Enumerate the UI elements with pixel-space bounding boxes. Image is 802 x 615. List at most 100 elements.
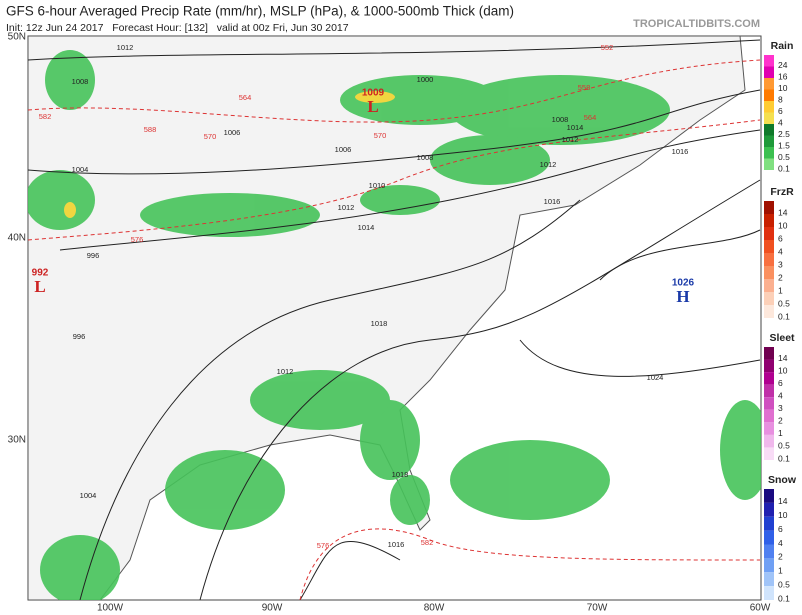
title: GFS 6-hour Averaged Precip Rate (mm/hr),… (6, 4, 514, 19)
legend-swatch (764, 266, 774, 279)
legend-label: 10 (778, 510, 788, 520)
legend-swatch (764, 347, 774, 360)
longitude-label: 90W (262, 603, 283, 614)
legend-label: 6 (778, 233, 783, 243)
legend-swatch (764, 422, 774, 435)
legend-label: 2 (778, 552, 783, 562)
subtitle: Init: 12z Jun 24 2017 Forecast Hour: [13… (6, 22, 349, 34)
map-content (28, 36, 761, 600)
legend-swatch (764, 572, 774, 587)
isobar-label: 1012 (540, 160, 557, 169)
legend-label: 0.5 (778, 579, 790, 589)
legend-swatch (764, 201, 774, 214)
legend-label: 6 (778, 524, 783, 534)
legend-label: 2.5 (778, 129, 790, 139)
legend-swatch (764, 530, 774, 545)
legend-swatch (764, 124, 774, 136)
legend-label: 0.5 (778, 441, 790, 451)
pressure-symbol: L (367, 97, 378, 116)
isobar-label: 1018 (392, 470, 409, 479)
legend-swatch (764, 586, 774, 600)
isobar-label: 996 (73, 332, 86, 341)
thickness-label: 552 (601, 43, 614, 52)
legend-swatch (764, 253, 774, 266)
longitude-label: 80W (424, 603, 445, 614)
isobar-label: 1004 (80, 491, 97, 500)
legend-label: 6 (778, 106, 783, 116)
legend-swatch (764, 240, 774, 253)
legend-label: 0.1 (778, 593, 790, 603)
isobars (28, 39, 761, 600)
legend-title: FrzR (770, 186, 794, 198)
longitude-label: 70W (587, 603, 608, 614)
legend-label: 14 (778, 353, 788, 363)
isobar-label: 1006 (224, 128, 241, 137)
isobar-label: 996 (87, 251, 100, 260)
heavy-precip (64, 91, 395, 218)
legend-label: 10 (778, 220, 788, 230)
isobar-label: 1008 (72, 77, 89, 86)
isobar-label: 1014 (567, 123, 584, 132)
legend-label: 2 (778, 272, 783, 282)
legend-label: 4 (778, 390, 783, 400)
legend-swatch (764, 397, 774, 410)
pressure-value: 1026 (672, 278, 695, 289)
pressure-value: 992 (32, 268, 49, 279)
isobar-label: 1018 (371, 319, 388, 328)
legend-swatch (764, 384, 774, 398)
legend-label: 14 (778, 496, 788, 506)
legend-label: 14 (778, 207, 788, 217)
legend-label: 4 (778, 538, 783, 548)
source: TROPICALTIDBITS.COM (633, 18, 760, 30)
legend-label: 3 (778, 403, 783, 413)
legend-label: 10 (778, 365, 788, 375)
legend-label: 10 (778, 83, 788, 93)
legends: Rain2416108642.51.50.50.1FrzR1410643210.… (764, 40, 797, 603)
legend-label: 0.1 (778, 163, 790, 173)
isobar-label: 1012 (117, 43, 134, 52)
pressure-symbol: L (34, 277, 45, 296)
thickness-label: 588 (144, 125, 157, 134)
isobar-label: 1016 (544, 197, 561, 206)
isobar-label: 1008 (552, 115, 569, 124)
legend-title: Rain (771, 40, 794, 52)
latitude-label: 40N (8, 233, 26, 244)
legend-swatch (764, 516, 774, 531)
thickness-label: 570 (204, 132, 217, 141)
legend-label: 1.5 (778, 140, 790, 150)
legend-label: 3 (778, 259, 783, 269)
map-frame (27, 35, 762, 601)
thickness-lines (28, 59, 761, 600)
legend-label: 4 (778, 246, 783, 256)
longitude-label: 60W (750, 603, 771, 614)
legend-label: 4 (778, 117, 783, 127)
legend-label: 1 (778, 428, 783, 438)
isobar-label: 1012 (562, 135, 579, 144)
isobar-label: 1016 (672, 147, 689, 156)
legend-swatch (764, 447, 774, 460)
legend-swatch (764, 66, 774, 78)
legend-swatch (764, 101, 774, 113)
legend-swatch (764, 359, 774, 373)
isobar-label: 1000 (417, 75, 434, 84)
thickness-label: 582 (39, 112, 52, 121)
legend-label: 8 (778, 94, 783, 104)
legend-swatch (764, 227, 774, 240)
legend-swatch (764, 214, 774, 227)
thickness-label: 564 (584, 113, 597, 122)
thickness-label: 576 (131, 235, 144, 244)
pressure-symbol: H (676, 287, 689, 306)
legend-swatch (764, 305, 774, 318)
legend-swatch (764, 544, 774, 559)
legend-swatch (764, 147, 774, 159)
latitude-label: 30N (8, 435, 26, 446)
pressure-value: 1009 (362, 88, 385, 99)
isobar-label: 1012 (277, 367, 294, 376)
legend-swatch (764, 78, 774, 90)
legend-swatch (764, 434, 774, 448)
legend-swatch (764, 502, 774, 517)
legend-swatch (764, 292, 774, 305)
isobar-label: 1014 (358, 223, 375, 232)
